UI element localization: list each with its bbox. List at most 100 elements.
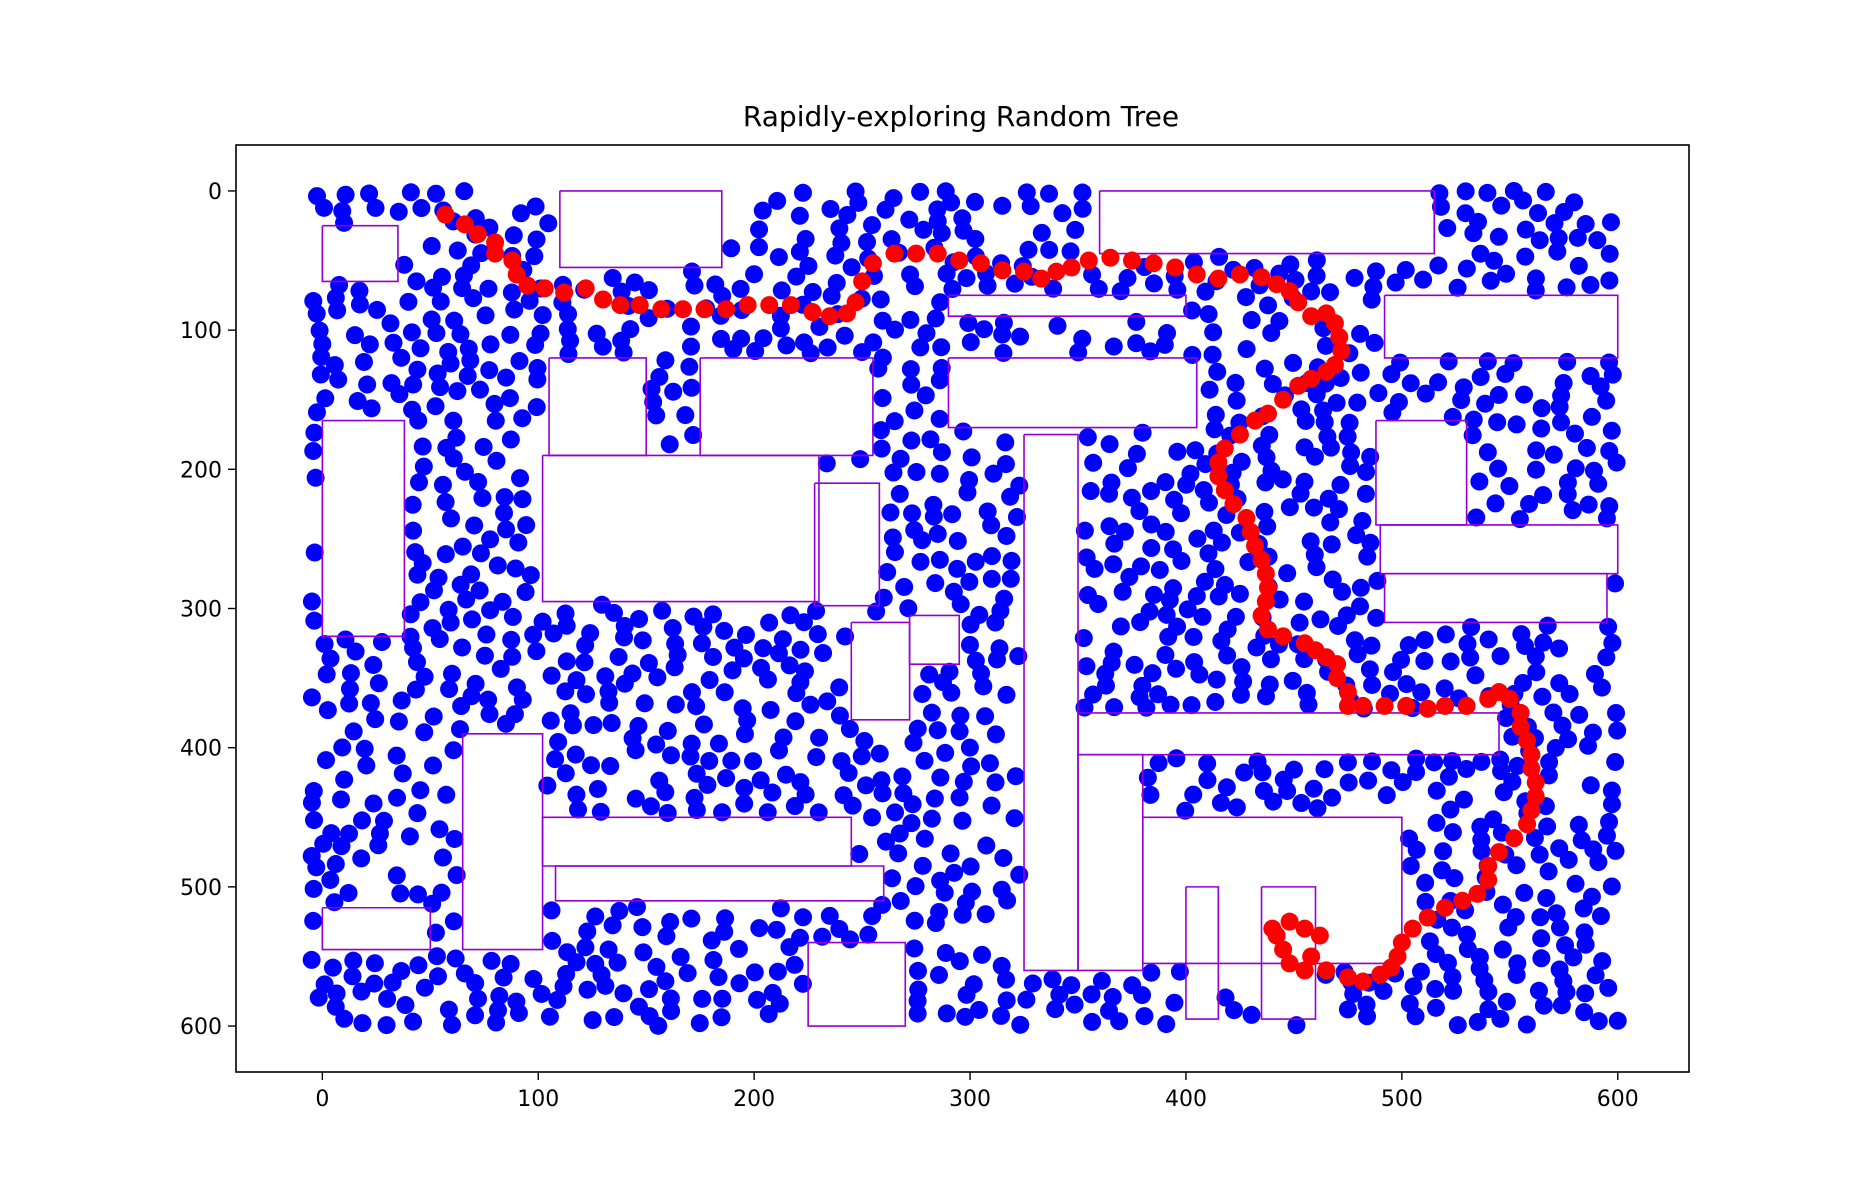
tree-node <box>1457 759 1476 778</box>
tree-node <box>1426 979 1445 998</box>
path-node <box>1392 933 1411 952</box>
tree-node <box>1323 570 1342 589</box>
obstacle-outline <box>559 190 723 269</box>
tree-node <box>642 379 661 398</box>
path-node <box>1302 307 1321 326</box>
tree-node <box>626 789 645 808</box>
tree-node <box>694 715 713 734</box>
tree-node <box>773 630 792 649</box>
tree-node <box>1589 474 1608 493</box>
tree-node <box>956 1007 975 1026</box>
tree-node <box>1172 504 1191 523</box>
tree-node <box>331 790 350 809</box>
tree-node <box>1351 597 1370 616</box>
path-node <box>1122 251 1141 270</box>
tree-node <box>480 705 499 724</box>
tree-node <box>1439 352 1458 371</box>
tree-node <box>1415 652 1434 671</box>
tree-node <box>480 361 499 380</box>
tree-node <box>1307 251 1326 270</box>
tree-node <box>444 741 463 760</box>
tree-node <box>1599 978 1618 997</box>
tree-node <box>1122 488 1141 507</box>
plot-area <box>302 181 1627 1035</box>
tree-node <box>612 282 631 301</box>
tree-node <box>750 919 769 938</box>
path-nodes <box>436 205 1545 991</box>
tree-node <box>1515 385 1534 404</box>
tree-node <box>1234 672 1253 691</box>
tree-node <box>1553 716 1572 735</box>
tree-node <box>558 320 577 339</box>
tree-node <box>489 1001 508 1020</box>
tree-node <box>1290 613 1309 632</box>
tree-node <box>429 967 448 986</box>
tree-node <box>1230 584 1249 603</box>
tree-node <box>1564 948 1583 967</box>
path-node <box>673 300 692 319</box>
tree-node <box>401 605 420 624</box>
tree-node <box>928 524 947 543</box>
tree-node <box>1540 753 1559 772</box>
tree-node <box>546 750 565 769</box>
tree-node <box>872 439 891 458</box>
tree-node <box>986 773 1005 792</box>
tree-node <box>1607 703 1626 722</box>
path-node <box>1274 627 1293 646</box>
tree-node <box>336 630 355 649</box>
tree-node <box>1100 484 1119 503</box>
tree-node <box>471 544 490 563</box>
tree-node <box>517 516 536 535</box>
tree-node <box>1560 684 1579 703</box>
tree-node <box>680 357 699 376</box>
tree-node <box>1600 812 1619 831</box>
tree-node <box>1159 627 1178 646</box>
tree-node <box>832 752 851 771</box>
path-node <box>486 244 505 263</box>
tree-node <box>1602 795 1621 814</box>
tree-node <box>469 472 488 491</box>
tree-node <box>307 304 326 323</box>
tree-node <box>1552 413 1571 432</box>
tree-node <box>440 680 459 699</box>
tree-node <box>543 931 562 950</box>
tree-node <box>937 264 956 283</box>
tree-node <box>1142 482 1161 501</box>
tree-node <box>690 1014 709 1033</box>
path-node <box>1436 898 1455 917</box>
tree-node <box>1329 616 1348 635</box>
tree-node <box>1510 510 1529 529</box>
tree-node <box>916 386 935 405</box>
tree-node <box>930 550 949 569</box>
path-node <box>1280 912 1299 931</box>
tree-node <box>360 184 379 203</box>
path-node <box>1522 759 1541 778</box>
tree-node <box>455 462 474 481</box>
tree-node <box>681 747 700 766</box>
y-tick-label: 400 <box>180 737 222 762</box>
tree-node <box>1530 231 1549 250</box>
tree-node <box>883 869 902 888</box>
tree-node <box>1506 908 1525 927</box>
tree-node <box>527 642 546 661</box>
tree-node <box>1559 730 1578 749</box>
tree-node <box>1341 457 1360 476</box>
tree-node <box>906 877 925 896</box>
tree-node <box>399 292 418 311</box>
tree-node <box>935 883 954 902</box>
path-node <box>1263 919 1282 938</box>
tree-node <box>657 927 676 946</box>
tree-node <box>457 590 476 609</box>
tree-node <box>735 725 754 744</box>
tree-node <box>1397 675 1416 694</box>
tree-node <box>1591 377 1610 396</box>
tree-node <box>1532 949 1551 968</box>
tree-node <box>1172 551 1191 570</box>
tree-node <box>1544 445 1563 464</box>
tree-node <box>1548 242 1567 261</box>
tree-node <box>510 352 529 371</box>
tree-node <box>442 509 461 528</box>
tree-node <box>531 324 550 343</box>
tree-node <box>1168 442 1187 461</box>
tree-node <box>723 661 742 680</box>
